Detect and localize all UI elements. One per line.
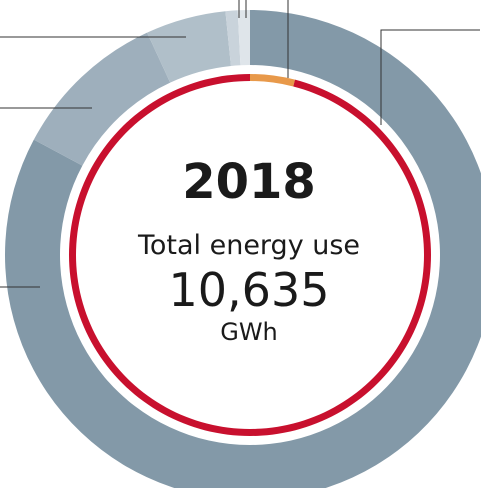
donut-segment	[237, 10, 250, 66]
leader-line	[380, 29, 480, 125]
subtitle: Total energy use	[137, 230, 360, 261]
rings	[5, 10, 481, 488]
chart-title: 2018	[182, 154, 316, 210]
donut-segment	[250, 74, 296, 87]
donut-segment	[33, 32, 171, 166]
leader-lines	[0, 0, 480, 288]
donut-segment	[147, 11, 231, 83]
center-value: 10,635	[169, 263, 330, 317]
donut-segment	[225, 10, 241, 66]
unit: GWh	[220, 318, 278, 346]
